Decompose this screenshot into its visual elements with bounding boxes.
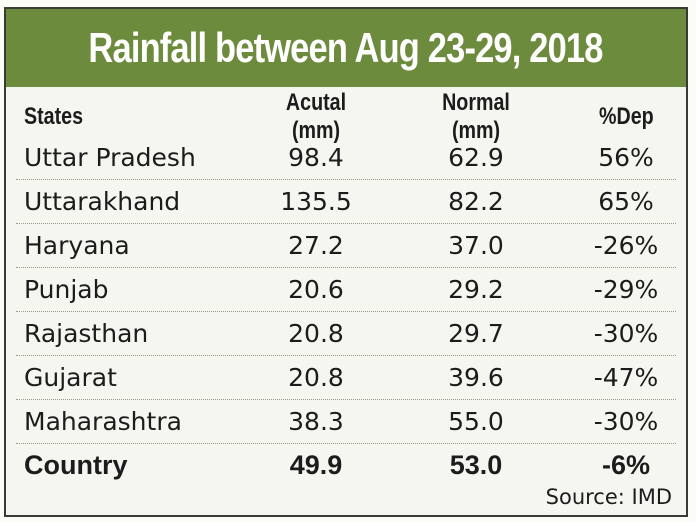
table-row: Gujarat 20.8 39.6 -47% [16, 355, 676, 400]
cell-normal: 55.0 [448, 406, 504, 436]
cell-normal: 62.9 [448, 142, 504, 172]
title-text: Rainfall between Aug 23-29, 2018 [88, 24, 604, 71]
cell-actual: 38.3 [288, 406, 344, 436]
total-label: Country [24, 449, 128, 480]
cell-state: Uttarakhand [24, 186, 181, 216]
column-header-normal: Normal (mm) [442, 89, 510, 144]
cell-actual: 98.4 [288, 142, 344, 172]
table-row: Haryana 27.2 37.0 -26% [16, 223, 676, 268]
header-row: States Acutal (mm) Normal (mm) %Dep [16, 89, 676, 144]
column-header-actual: Acutal (mm) [285, 89, 347, 144]
cell-dep: -47% [593, 362, 659, 392]
source-note: Source: IMD [545, 485, 672, 509]
column-header-states: States [24, 103, 84, 130]
rainfall-table-card: Rainfall between Aug 23-29, 2018 States … [4, 7, 688, 517]
cell-dep: -30% [593, 318, 659, 348]
cell-dep: 56% [598, 142, 654, 172]
total-dep: -6% [601, 449, 650, 480]
cell-state: Punjab [24, 274, 109, 304]
total-row: Country 49.9 53.0 -6% [16, 443, 676, 487]
cell-dep: 65% [598, 186, 654, 216]
table-row: Punjab 20.6 29.2 -29% [16, 267, 676, 312]
cell-dep: -29% [593, 274, 659, 304]
cell-normal: 82.2 [448, 186, 504, 216]
cell-actual: 20.6 [288, 274, 344, 304]
cell-normal: 29.7 [448, 318, 504, 348]
cell-dep: -30% [593, 406, 659, 436]
cell-normal: 37.0 [448, 230, 504, 260]
cell-state: Maharashtra [24, 406, 182, 436]
table-row: Uttarakhand 135.5 82.2 65% [16, 179, 676, 224]
total-normal: 53.0 [449, 449, 503, 480]
cell-actual: 20.8 [288, 318, 344, 348]
table-row: Rajasthan 20.8 29.7 -30% [16, 311, 676, 356]
cell-actual: 135.5 [280, 186, 352, 216]
cell-normal: 39.6 [448, 362, 504, 392]
cell-normal: 29.2 [448, 274, 504, 304]
cell-state: Gujarat [24, 362, 117, 392]
table-row: Maharashtra 38.3 55.0 -30% [16, 399, 676, 444]
cell-state: Uttar Pradesh [24, 142, 196, 172]
cell-actual: 27.2 [288, 230, 344, 260]
cell-state: Haryana [24, 230, 130, 260]
column-header-dep: %Dep [598, 103, 654, 130]
total-actual: 49.9 [289, 449, 343, 480]
table-row: Uttar Pradesh 98.4 62.9 56% [16, 135, 676, 180]
cell-state: Rajasthan [24, 318, 149, 348]
cell-dep: -26% [593, 230, 659, 260]
table-title: Rainfall between Aug 23-29, 2018 [6, 9, 686, 87]
cell-actual: 20.8 [288, 362, 344, 392]
